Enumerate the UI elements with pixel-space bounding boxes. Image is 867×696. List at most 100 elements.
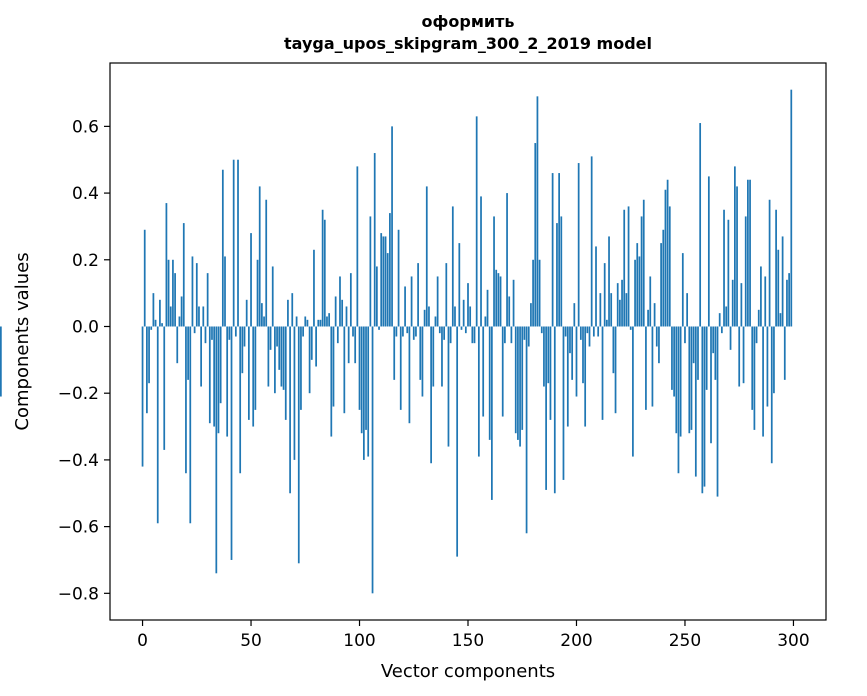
bar-245 xyxy=(673,326,675,397)
bar-32 xyxy=(211,326,213,340)
bar-205 xyxy=(586,326,589,334)
y-tick-label: −0.4 xyxy=(58,451,99,471)
bar-101 xyxy=(360,326,363,434)
x-tick-label: 200 xyxy=(560,631,592,651)
bar-201 xyxy=(577,163,580,327)
bar-161 xyxy=(491,326,493,500)
bar-206 xyxy=(588,326,591,347)
bar-203 xyxy=(582,326,584,384)
y-axis-ticks: −0.8 −0.6 −0.4 −0.2 0.0 0.2 0.4 0.6 xyxy=(58,117,110,604)
bar-184 xyxy=(540,326,543,334)
bar-168 xyxy=(506,193,508,327)
bar-undefined xyxy=(0,326,2,397)
bar-192 xyxy=(558,173,560,327)
bar-34 xyxy=(215,326,218,574)
bar-91 xyxy=(339,276,341,327)
bar-126 xyxy=(415,326,417,337)
bar-175 xyxy=(521,326,524,430)
bar-88 xyxy=(332,326,335,407)
bar-124 xyxy=(410,276,413,327)
y-tick-label: 0.4 xyxy=(72,184,99,204)
bar-21 xyxy=(187,326,189,380)
bar-117 xyxy=(395,326,398,337)
bar-178 xyxy=(527,326,530,347)
bar-249 xyxy=(681,253,684,327)
bar-65 xyxy=(282,326,285,390)
bar-39 xyxy=(226,326,229,437)
bar-279 xyxy=(747,179,749,327)
bar-232 xyxy=(645,326,647,410)
bar-187 xyxy=(547,326,550,384)
bar-86 xyxy=(328,313,331,327)
bar-114 xyxy=(389,213,391,327)
bar-109 xyxy=(378,326,380,330)
y-tick-label: −0.2 xyxy=(58,384,99,404)
bar-41 xyxy=(230,326,233,560)
bar-148 xyxy=(462,299,465,327)
bar-202 xyxy=(579,326,582,340)
bar-121 xyxy=(404,286,406,327)
bar-8 xyxy=(159,299,161,327)
bar-22 xyxy=(189,326,192,524)
bar-99 xyxy=(356,166,359,327)
bar-177 xyxy=(525,326,528,534)
bar-10 xyxy=(163,326,166,450)
bar-173 xyxy=(517,326,519,440)
bar-19 xyxy=(182,223,185,327)
bar-61 xyxy=(274,326,276,394)
bar-123 xyxy=(408,326,411,424)
bar-170 xyxy=(510,326,513,344)
bar-29 xyxy=(204,326,207,344)
bar-89 xyxy=(334,296,337,327)
bar-291 xyxy=(773,326,775,394)
bar-4 xyxy=(150,326,153,330)
y-tick-label: −0.6 xyxy=(58,518,99,538)
bar-160 xyxy=(488,326,491,440)
y-tick-label: 0.6 xyxy=(72,117,99,137)
bar-275 xyxy=(738,326,741,387)
bar-60 xyxy=(271,266,274,327)
bar-191 xyxy=(556,223,558,327)
bar-284 xyxy=(757,309,760,327)
bar-73 xyxy=(300,326,302,410)
bar-94 xyxy=(345,306,348,327)
bar-38 xyxy=(224,256,226,327)
bar-142 xyxy=(449,326,452,344)
bar-197 xyxy=(569,326,571,354)
bar-263 xyxy=(712,326,715,354)
bar-256 xyxy=(697,326,699,380)
bar-27 xyxy=(200,326,202,387)
bar-108 xyxy=(376,266,378,327)
bar-57 xyxy=(265,199,268,327)
bar-80 xyxy=(315,326,317,367)
bar-82 xyxy=(319,319,322,327)
bar-220 xyxy=(619,299,621,327)
bar-266 xyxy=(718,313,721,327)
bar-225 xyxy=(629,326,632,330)
bar-149 xyxy=(464,326,467,334)
y-axis-label: Components values xyxy=(12,252,33,430)
bar-210 xyxy=(597,326,600,337)
bar-276 xyxy=(740,283,743,327)
bar-271 xyxy=(729,326,732,350)
bar-288 xyxy=(766,326,769,407)
bar-159 xyxy=(486,289,489,327)
bar-204 xyxy=(584,326,587,427)
bar-90 xyxy=(336,326,339,344)
bar-53 xyxy=(256,259,259,327)
bar-157 xyxy=(482,326,485,417)
bar-233 xyxy=(647,309,649,327)
bar-62 xyxy=(276,326,278,347)
bar-171 xyxy=(512,279,515,327)
bar-49 xyxy=(247,326,250,420)
bar-269 xyxy=(725,306,728,327)
bar-36 xyxy=(219,326,222,404)
bar-294 xyxy=(779,313,782,327)
bar-2 xyxy=(146,326,148,414)
bar-153 xyxy=(473,326,476,344)
bar-115 xyxy=(391,126,393,327)
bar-272 xyxy=(731,279,734,327)
bar-70 xyxy=(293,326,296,460)
bar-139 xyxy=(443,326,446,340)
